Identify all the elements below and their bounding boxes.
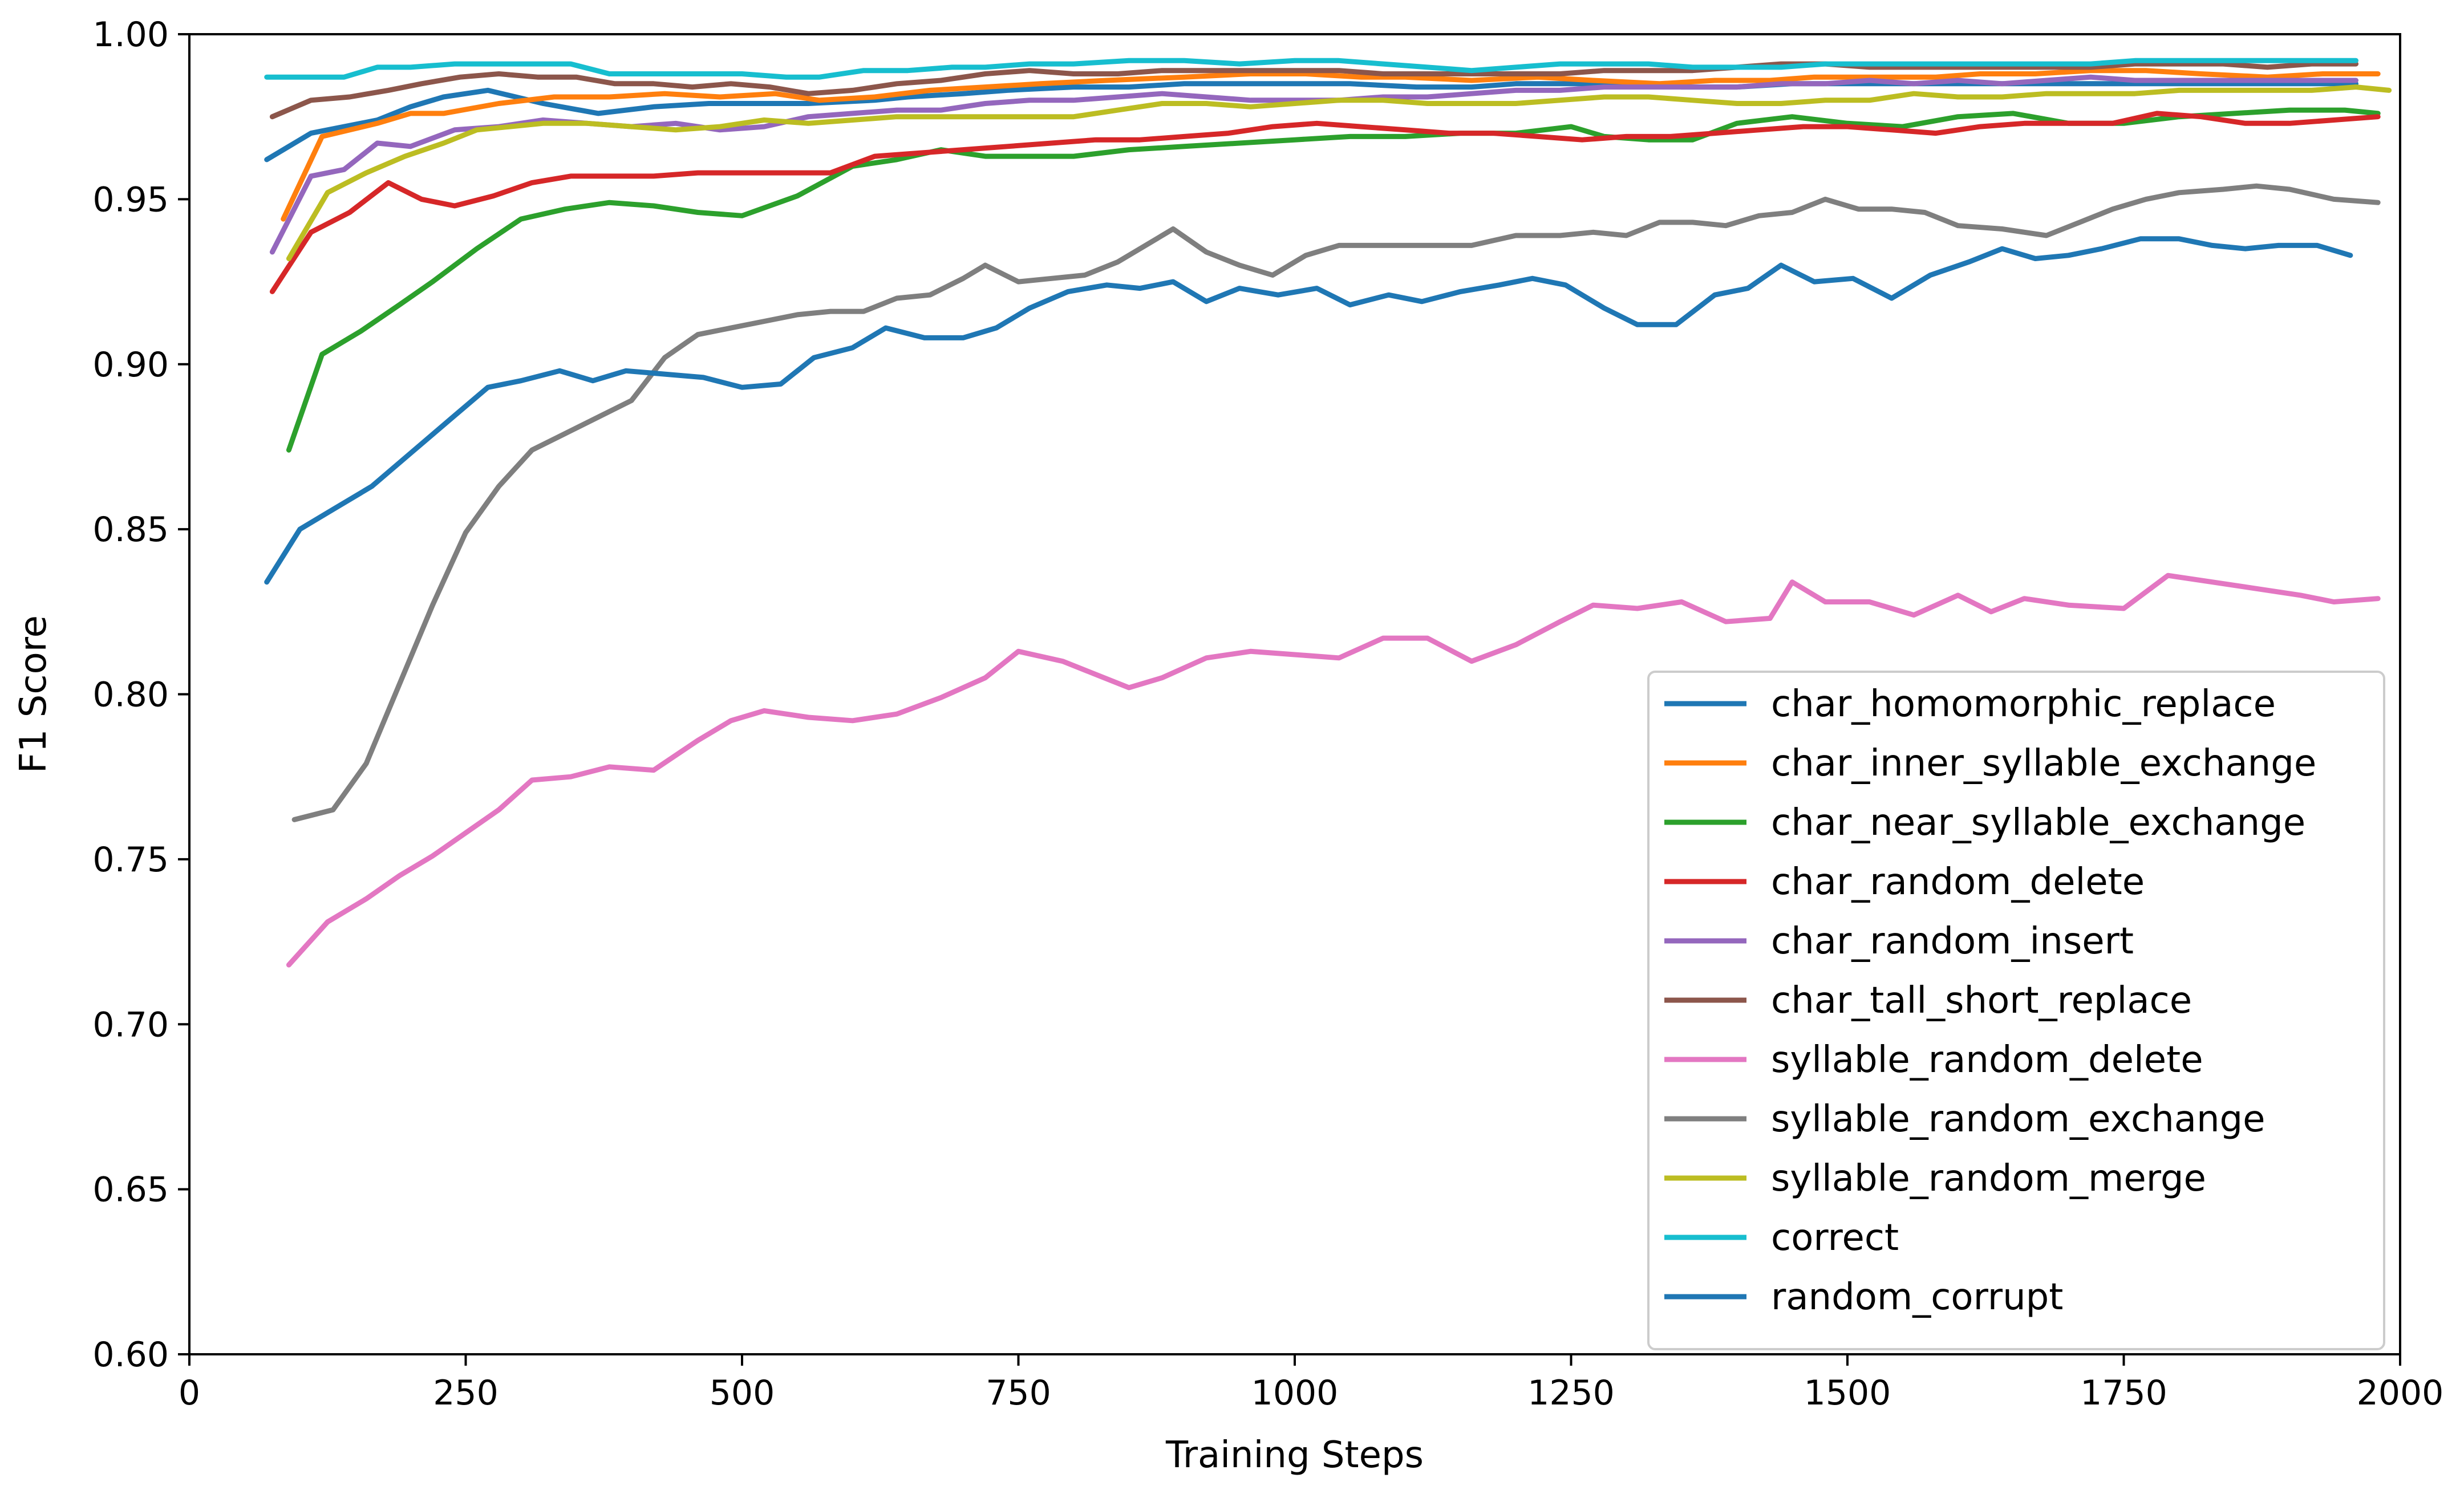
series-line-char-near-syllable-exchange	[286, 107, 2381, 453]
legend-label-correct: correct	[1771, 1217, 1899, 1259]
legend-label-char-random-delete: char_random_delete	[1771, 861, 2145, 903]
legend-label-syllable-random-merge: syllable_random_merge	[1771, 1158, 2206, 1200]
legend-label-char-random-insert: char_random_insert	[1771, 920, 2134, 963]
legend-box	[1647, 671, 2385, 1350]
legend-label-syllable-random-delete: syllable_random_delete	[1771, 1039, 2203, 1081]
y-tick-label: 0.95	[92, 180, 169, 220]
x-tick-label: 750	[986, 1373, 1051, 1413]
y-axis-label: F1 Score	[13, 615, 55, 773]
legend-label-char-homomorphic-replace: char_homomorphic_replace	[1771, 683, 2276, 725]
x-axis: 0 250 500 750 1000 1250 1500 1750 2000	[179, 1354, 2443, 1413]
series-line-syllable-random-merge	[286, 84, 2392, 261]
x-tick-label: 1250	[1527, 1373, 1615, 1413]
legend-label-char-tall-short-replace: char_tall_short_replace	[1771, 980, 2192, 1022]
y-tick-label: 1.00	[92, 15, 169, 55]
series-line-char-inner-syllable-exchange	[281, 68, 2381, 222]
x-tick-label: 1750	[2080, 1373, 2167, 1413]
x-tick-label: 250	[433, 1373, 499, 1413]
series-line-random-corrupt	[264, 236, 2353, 585]
y-axis: 0.60 0.65 0.70 0.75 0.80 0.85 0.90 0.95 1.00	[92, 15, 189, 1375]
x-tick-label: 1500	[1804, 1373, 1891, 1413]
y-tick-label: 0.65	[92, 1170, 169, 1210]
series-line-correct	[264, 58, 2358, 80]
series-line-char-random-delete	[269, 111, 2381, 294]
legend-label-char-near-syllable-exchange: char_near_syllable_exchange	[1771, 802, 2305, 844]
y-tick-label: 0.80	[92, 675, 169, 715]
y-tick-label: 0.75	[92, 840, 169, 880]
x-tick-label: 2000	[2357, 1373, 2444, 1413]
legend-label-syllable-random-exchange: syllable_random_exchange	[1771, 1098, 2266, 1140]
series-layer	[264, 58, 2392, 968]
series-line-char-tall-short-replace	[269, 61, 2358, 120]
x-tick-label: 0	[179, 1373, 200, 1413]
y-tick-label: 0.70	[92, 1005, 169, 1045]
series-line-syllable-random-delete	[286, 573, 2381, 968]
legend-label-random-corrupt: random_corrupt	[1771, 1276, 2063, 1318]
y-tick-label: 0.60	[92, 1335, 169, 1375]
x-tick-label: 500	[710, 1373, 775, 1413]
series-line-syllable-random-exchange	[291, 183, 2381, 822]
x-tick-label: 1000	[1251, 1373, 1339, 1413]
x-axis-label: Training Steps	[1165, 1434, 1424, 1476]
y-tick-label: 0.85	[92, 510, 169, 550]
legend: char_homomorphic_replace char_inner_sylla…	[1647, 671, 2385, 1350]
legend-label-char-inner-syllable-exchange: char_inner_syllable_exchange	[1771, 742, 2316, 785]
y-tick-label: 0.90	[92, 345, 169, 385]
